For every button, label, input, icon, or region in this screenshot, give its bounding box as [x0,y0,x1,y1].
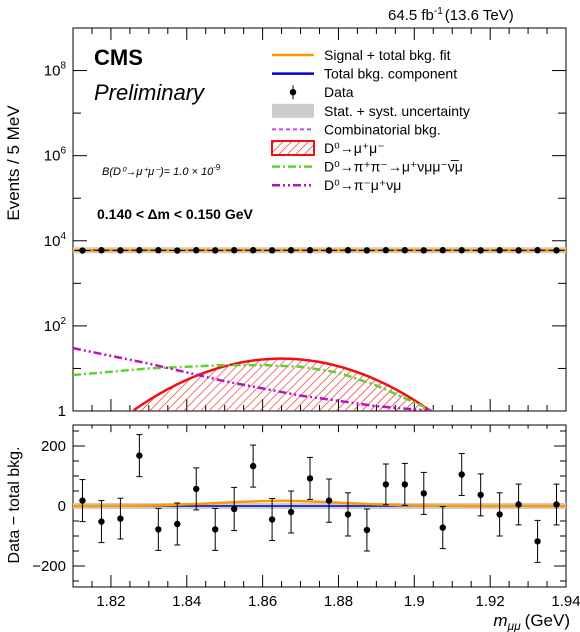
bottom-data-point [439,524,446,531]
bottom-data-point [98,518,105,525]
top-data-point [477,247,484,254]
legend-label-sig: D⁰→μ⁺μ⁻ [324,140,385,156]
branching-label: B(D⁰→μ⁺μ⁻)= 1.0 × 10-9 [102,163,221,178]
legend-swatch-sig [271,140,315,156]
top-data-point [98,247,105,254]
top-data-point [553,247,560,254]
x-tick-label: 1.86 [248,593,277,610]
top-data-point [420,247,427,254]
luminosity-label: 64.5 fb-1 (13.6 TeV) [388,6,514,24]
top-data-point [534,247,541,254]
bottom-fit-residual [73,499,566,508]
top-data-point [363,247,371,254]
x-axis-title: mμμ (GeV) [493,611,570,632]
top-y-tick-label: 106 [44,146,67,165]
legend-label-fit: Signal + total bkg. fit [324,47,451,63]
top-data-point [136,247,143,254]
legend-swatch-unc [272,103,314,118]
top-data-point [439,247,446,254]
x-tick-labels: 1.82 1.84 1.86 1.88 1.9 1.92 1.94 [96,593,580,610]
bottom-data-point [477,491,484,499]
top-data-point [249,247,257,254]
legend-label-bkg: Total bkg. component [324,66,457,82]
bottom-data-point [553,501,560,508]
x-tick-label: 1.92 [476,593,505,610]
bottom-data-point [515,501,522,508]
legend-label-comb: Combinatorial bkg. [324,121,441,137]
bottom-data-point [363,526,371,534]
bottom-data-point [193,485,200,493]
signal-curve [132,357,431,411]
bottom-data-point [420,490,427,497]
bottom-data-point [287,508,295,516]
bottom-data-point [230,505,238,513]
bottom-y-tick-label: 0 [58,498,66,515]
top-data-point [193,247,200,254]
bottom-data-point [212,526,219,533]
bottom-data-point [79,497,86,504]
status-label: Preliminary [94,80,206,105]
pimu-curve [73,346,434,411]
bottom-data-point [155,526,162,533]
top-data-point [496,247,503,254]
bottom-y-tick-labels: −200 0 200 [32,438,66,575]
experiment-label: CMS [94,45,143,70]
legend-label-pipi: D⁰→π⁺π⁻→μ⁺νμμ⁻ν̅μ [324,159,463,175]
legend-swatch-data [289,89,297,96]
top-data-point [268,247,276,254]
x-tick-label: 1.9 [404,593,425,610]
top-data-point [306,247,314,254]
top-y-axis-title: Events / 5 MeV [4,105,23,221]
bottom-y-axis-title: Data − total bkg. [6,447,23,564]
x-tick-label: 1.94 [551,593,580,610]
top-y-tick-label: 104 [44,231,67,250]
bottom-data-point [117,515,124,522]
top-data-point [401,247,409,254]
bottom-y-tick-label: 200 [41,438,66,455]
top-y-tick-label: 1 [58,403,66,420]
bottom-data-point [382,481,390,488]
bottom-data-point [534,538,541,545]
x-tick-label: 1.82 [96,593,125,610]
top-data-point [155,247,162,254]
top-data-point [287,247,295,254]
legend-label-data: Data [324,84,354,100]
top-data-point [212,247,219,254]
top-y-tick-label: 108 [44,61,67,80]
bottom-data-point [325,497,333,504]
x-tick-label: 1.84 [172,593,201,610]
bottom-data-point [344,511,352,518]
bottom-panel-plot [73,434,566,563]
top-data-point [458,247,465,254]
top-data-point [325,247,333,254]
bottom-data-point [249,462,257,470]
bottom-data-point [458,471,465,478]
x-tick-label: 1.88 [324,593,353,610]
bottom-data-point [306,475,314,482]
bottom-data-point [496,511,503,518]
legend-label-unc: Stat. + syst. uncertainty [324,103,470,119]
bottom-data-point [268,516,276,523]
top-data-point [117,247,124,254]
pipi-curve [73,363,434,411]
top-data-point [79,247,86,254]
top-data-point [515,247,522,254]
bottom-data-point [136,452,143,459]
top-y-tick-labels: 1 102 104 106 108 [44,61,67,420]
top-panel-plot [73,247,566,411]
top-data-point [174,247,181,254]
top-data-point [344,247,352,254]
top-data-point [382,247,390,254]
dm-window-label: 0.140 < Δm < 0.150 GeV [97,206,254,222]
bottom-data-point [401,481,409,488]
top-data-point [230,247,238,254]
legend: Signal + total bkg. fit Total bkg. compon… [271,47,470,193]
top-y-tick-label: 102 [44,316,67,335]
bottom-y-tick-label: −200 [32,558,66,575]
legend-label-pimu: D⁰→π⁻μ⁺νμ [324,177,401,193]
bottom-data-point [174,520,181,528]
